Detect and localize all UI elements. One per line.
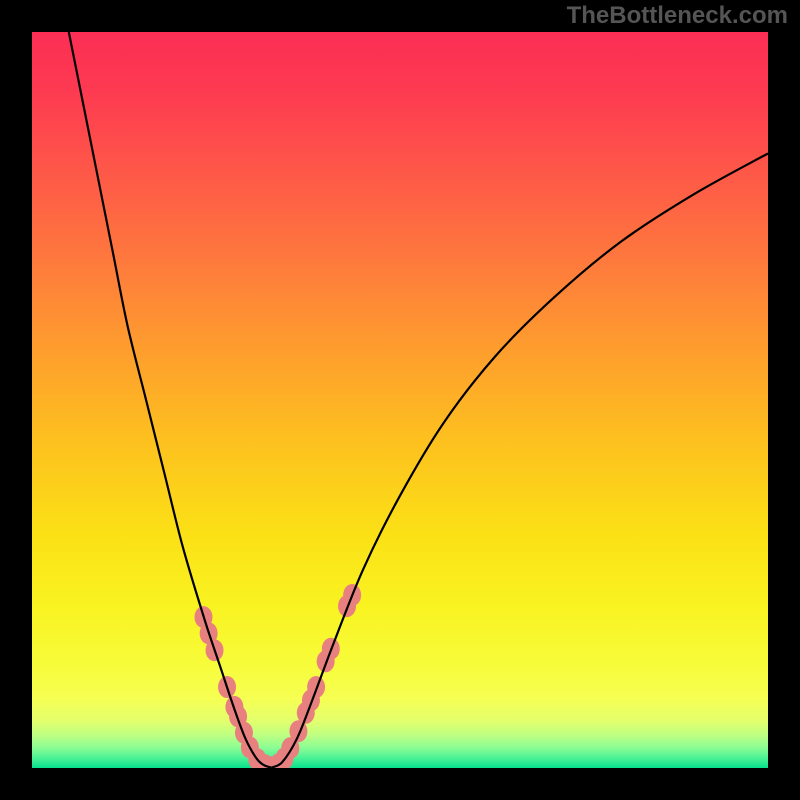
- scatter-dots: [194, 584, 361, 768]
- watermark-text: TheBottleneck.com: [567, 2, 788, 30]
- plot-area: [32, 32, 768, 768]
- right-curve: [271, 153, 768, 767]
- curve-layer: [32, 32, 768, 768]
- left-curve: [69, 32, 271, 768]
- chart-container: TheBottleneck.com: [0, 0, 800, 800]
